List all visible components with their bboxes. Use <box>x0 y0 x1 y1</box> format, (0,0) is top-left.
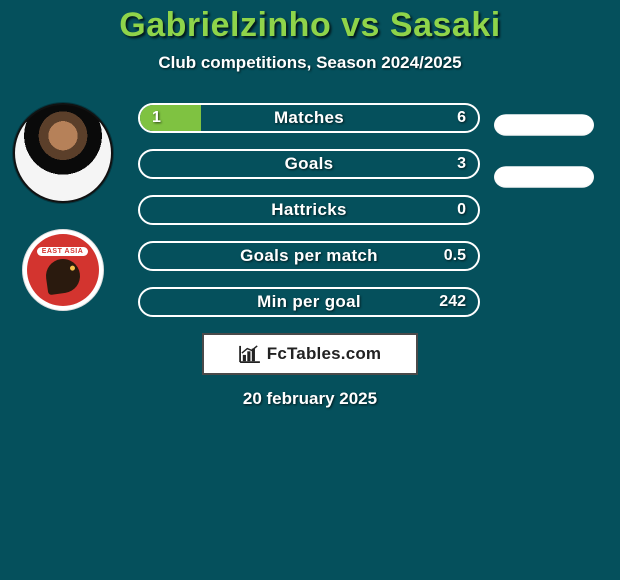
avatar-column: EAST ASIA <box>10 103 115 311</box>
snapshot-date: 20 february 2025 <box>0 389 620 409</box>
stat-bar: Goals per match0.5 <box>138 241 480 271</box>
stat-label: Goals per match <box>140 243 478 269</box>
comparison-content: EAST ASIA 1Matches6 Goals3 Hattricks0 Goals… <box>0 103 620 317</box>
club-hawk-icon <box>43 257 81 295</box>
stat-label: Min per goal <box>140 289 478 315</box>
stat-bar: Hattricks0 <box>138 195 480 225</box>
stat-right-value: 6 <box>457 105 466 131</box>
club-banner-text: EAST ASIA <box>37 247 89 256</box>
brand-text: FcTables.com <box>267 344 382 364</box>
stat-bars: 1Matches6 Goals3 Hattricks0 Goals per match… <box>138 103 480 317</box>
stat-label: Matches <box>140 105 478 131</box>
stat-right-value: 3 <box>457 151 466 177</box>
stat-right-value: 242 <box>439 289 466 315</box>
brand-link[interactable]: FcTables.com <box>202 333 418 375</box>
stat-label: Goals <box>140 151 478 177</box>
page-subtitle: Club competitions, Season 2024/2025 <box>0 53 620 73</box>
player-avatar <box>13 103 113 203</box>
club-avatar: EAST ASIA <box>22 229 104 311</box>
stat-bar: Min per goal242 <box>138 287 480 317</box>
stat-right-value: 0.5 <box>444 243 466 269</box>
club-badge: EAST ASIA <box>27 234 99 306</box>
stat-right-value: 0 <box>457 197 466 223</box>
page-title: Gabrielzinho vs Sasaki <box>0 6 620 45</box>
right-pill-column <box>488 103 600 217</box>
stat-label: Hattricks <box>140 197 478 223</box>
blank-pill <box>494 166 594 188</box>
brand-chart-icon <box>239 345 261 363</box>
blank-pill <box>494 114 594 136</box>
page-root: Gabrielzinho vs Sasaki Club competitions… <box>0 0 620 580</box>
stat-bar: 1Matches6 <box>138 103 480 133</box>
stat-bar: Goals3 <box>138 149 480 179</box>
